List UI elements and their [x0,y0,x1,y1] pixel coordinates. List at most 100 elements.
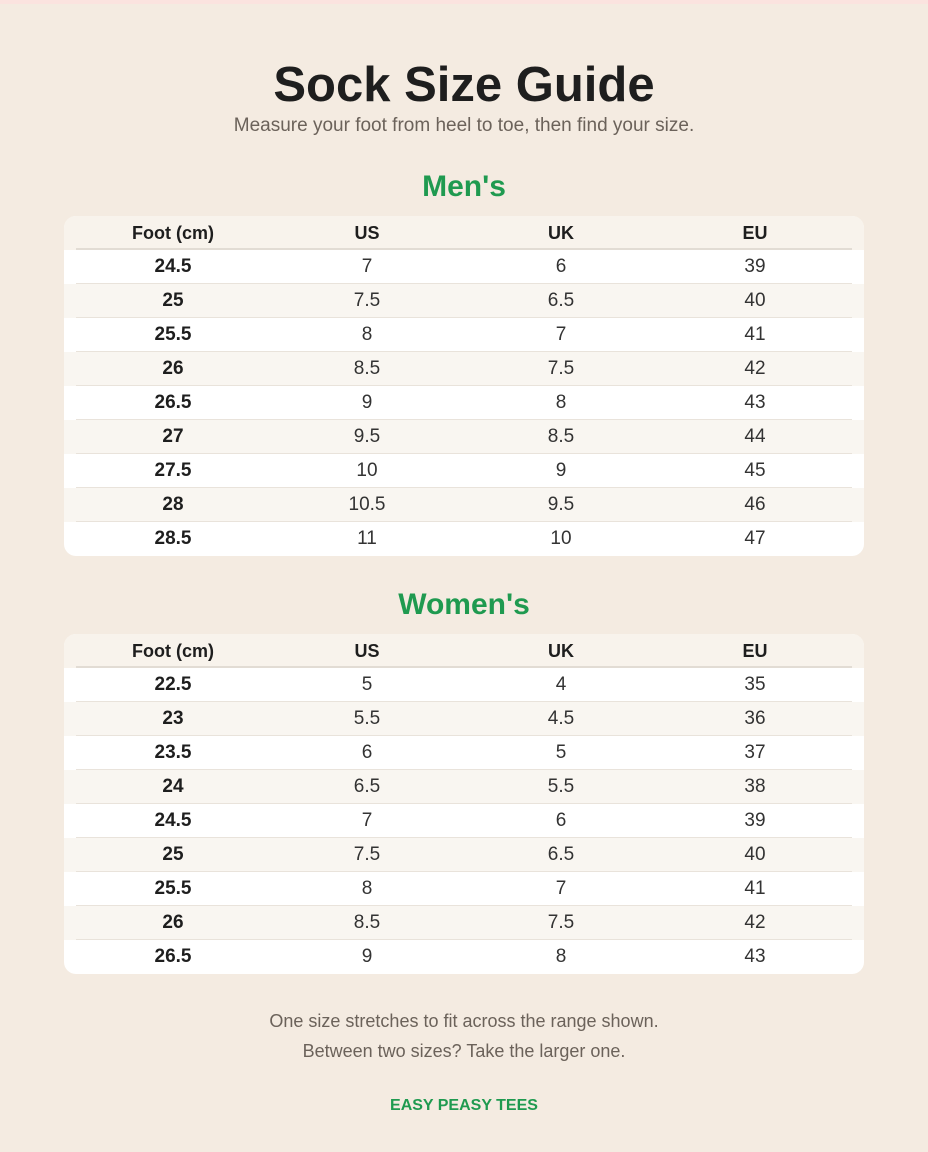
table-row: 26.5 9 8 43 [64,386,864,420]
table-cell: 7 [361,256,373,277]
column-header: EU [742,641,768,661]
table-cell: 24 [162,776,184,797]
row-cells: 27 9.5 8.5 44 [76,420,852,454]
table-cell: 8 [555,392,567,413]
column-header: Foot (cm) [132,223,214,243]
table-cell: 25.5 [154,324,192,345]
table-cell: 28.5 [154,528,192,549]
table-cell: 6 [555,256,567,277]
table-cell: 6 [361,742,373,763]
header-cells: Foot (cm) US UK EU [76,216,852,250]
table-row: 23.5 6 5 37 [64,736,864,770]
header-row: Foot (cm) US UK EU [64,634,864,668]
table-cell: 25.5 [154,878,192,899]
table-cell: 39 [744,810,766,831]
table-cell: 25 [162,290,184,311]
table-cell: 11 [357,528,377,549]
table-cell: 23 [162,708,184,729]
header-row: Foot (cm) US UK EU [64,216,864,250]
size-table: Foot (cm) US UK EU 24.5 7 6 39 25 7.5 6.5 40 25.5 8 7 4… [64,216,864,556]
row-cells: 25.5 8 7 41 [76,872,852,906]
table-cell: 24.5 [154,810,192,831]
footer: One size stretches to fit across the ran… [0,1006,928,1116]
table-cell: 24.5 [154,256,192,277]
table-cell: 8.5 [353,912,381,933]
table-cell: 9.5 [353,426,381,447]
table-cell: 38 [744,776,766,797]
footer-line: One size stretches to fit across the ran… [269,1011,659,1031]
table-cell: 26 [162,912,184,933]
table-cell: 7 [555,324,567,345]
table-row: 27 9.5 8.5 44 [64,420,864,454]
table-cell: 4 [555,674,567,695]
table-row: 25 7.5 6.5 40 [64,284,864,318]
table-cell: 7.5 [353,844,381,865]
table-cell: 26.5 [154,946,192,967]
table-cell: 28 [162,494,184,515]
top-bar [0,0,928,4]
table-cell: 36 [744,708,766,729]
row-cells: 25 7.5 6.5 40 [76,838,852,872]
brand: EASY PEASY TEES [390,1097,538,1114]
row-cells: 27.5 10 9 45 [76,454,852,488]
table-cell: 9 [361,946,373,967]
table-cell: 5.5 [353,708,381,729]
table-cell: 7.5 [547,358,575,379]
header-cells: Foot (cm) US UK EU [76,634,852,668]
table-row: 28 10.5 9.5 46 [64,488,864,522]
page-title: Sock Size Guide [273,58,655,112]
table-cell: 8 [555,946,567,967]
section-title: Men's [422,170,506,203]
row-cells: 24.5 7 6 39 [76,250,852,284]
table-cell: 7 [361,810,373,831]
table-cell: 10.5 [348,494,386,515]
table-cell: 40 [744,290,766,311]
table-row: 26 8.5 7.5 42 [64,906,864,940]
table-cell: 43 [744,946,766,967]
table-cell: 42 [744,912,766,933]
table-row: 25.5 8 7 41 [64,318,864,352]
table-cell: 7.5 [353,290,381,311]
table-cell: 27 [162,426,184,447]
table-cell: 5 [555,742,567,763]
table-row: 26 8.5 7.5 42 [64,352,864,386]
table-cell: 6.5 [547,844,575,865]
table-cell: 41 [744,878,766,899]
table-cell: 7.5 [547,912,575,933]
table-cell: 7 [555,878,567,899]
table-cell: 43 [744,392,766,413]
table-row: 24 6.5 5.5 38 [64,770,864,804]
table-cell: 4.5 [547,708,575,729]
table-cell: 9 [361,392,373,413]
column-header: Foot (cm) [132,641,214,661]
column-header: UK [548,223,574,243]
table-cell: 23.5 [154,742,192,763]
table-row: 24.5 7 6 39 [64,250,864,284]
row-cells: 25.5 8 7 41 [76,318,852,352]
table-cell: 8 [361,878,373,899]
table-cell: 8.5 [547,426,575,447]
size-table: Foot (cm) US UK EU 22.5 5 4 35 23 5.5 4.5 36 23.5 6 5 3… [64,634,864,974]
column-header: EU [742,223,768,243]
section-title: Women's [398,588,530,621]
table-cell: 39 [744,256,766,277]
table-cell: 25 [162,844,184,865]
row-cells: 26 8.5 7.5 42 [76,906,852,940]
table-cell: 5.5 [547,776,575,797]
table-row: 27.5 10 9 45 [64,454,864,488]
table-row: 25 7.5 6.5 40 [64,838,864,872]
table-cell: 10 [550,528,572,549]
row-cells: 28.5 11 10 47 [76,522,852,556]
table-cell: 6.5 [547,290,575,311]
table-cell: 9 [555,460,567,481]
footer-line: Between two sizes? Take the larger one. [302,1041,626,1061]
row-cells: 25 7.5 6.5 40 [76,284,852,318]
table-cell: 8 [361,324,373,345]
table-cell: 10 [356,460,378,481]
row-cells: 28 10.5 9.5 46 [76,488,852,522]
column-header: US [354,223,380,243]
column-header: US [354,641,380,661]
table-cell: 26.5 [154,392,192,413]
row-cells: 26.5 9 8 43 [76,940,852,974]
table-cell: 26 [162,358,184,379]
